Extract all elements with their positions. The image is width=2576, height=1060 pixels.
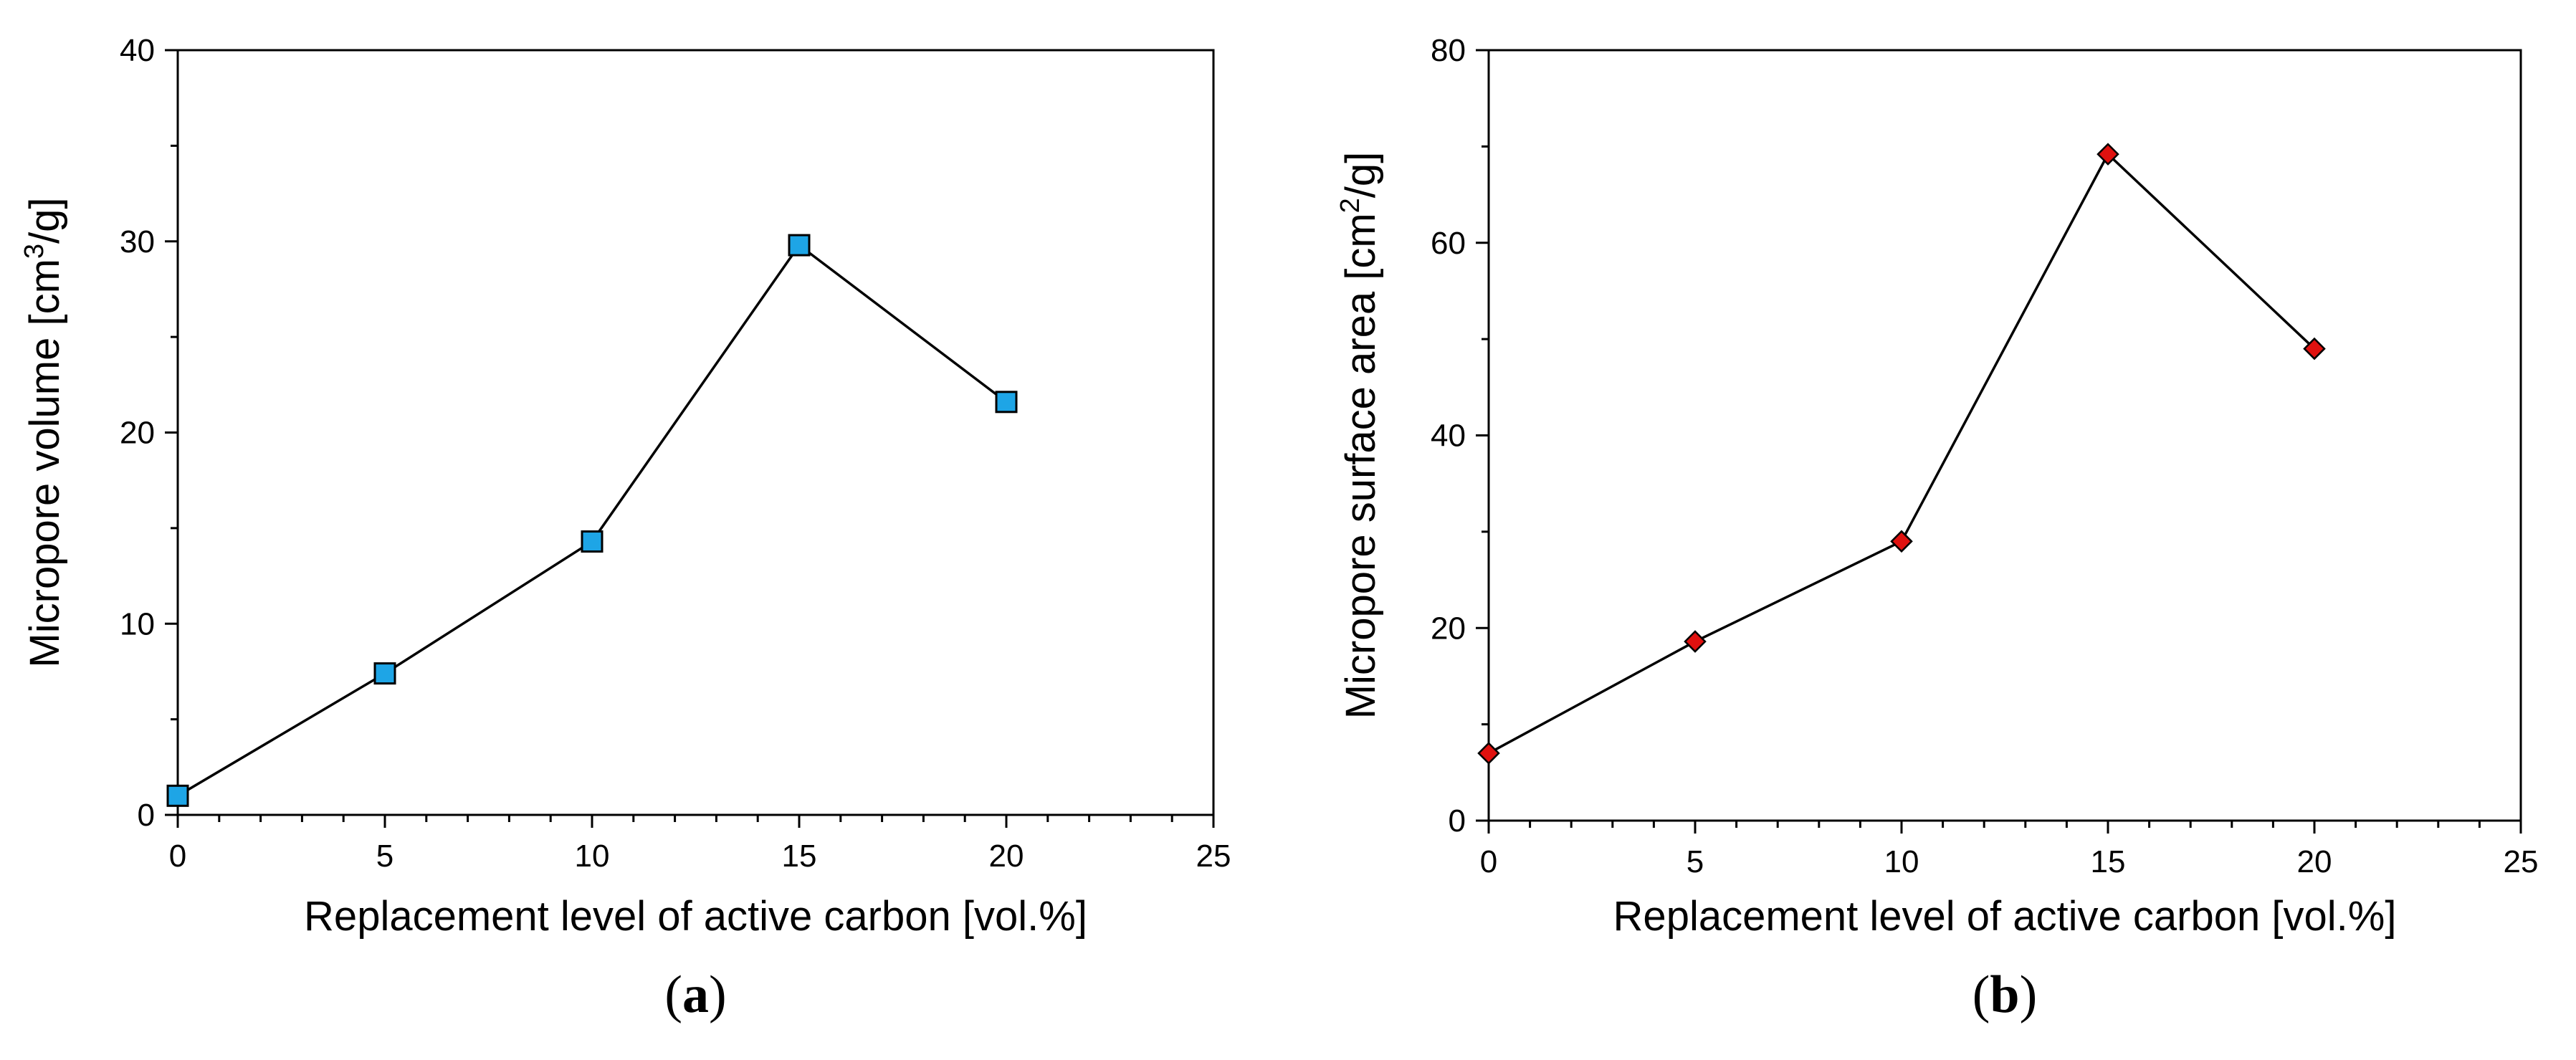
chart-b-micropore-surface-area: 0 5 10 15 20 25 0 20 40 60 80 Replacement level of …	[1335, 33, 2538, 1024]
chart-b-y-tick-label: 80	[1431, 33, 1466, 68]
chart-a-x-tick-label: 0	[169, 839, 186, 874]
chart-a-data-point	[373, 662, 396, 685]
chart-a-y-axis-title-superscript: 3	[19, 244, 49, 259]
chart-a-y-tick-label: 10	[120, 606, 155, 641]
chart-a-y-axis-title-suffix: /g]	[22, 197, 68, 244]
chart-b-x-tick-label: 20	[2297, 844, 2332, 879]
chart-b-y-tick-label: 0	[1449, 803, 1466, 839]
chart-b-data-point	[1477, 742, 1500, 765]
chart-b-y-axis-title-suffix: /g]	[1337, 152, 1384, 199]
chart-a-x-axis-title: Replacement level of active carbon [vol.…	[304, 893, 1087, 940]
chart-a-panel-label: (a)	[664, 965, 726, 1024]
chart-b-x-tick-label: 10	[1884, 844, 1919, 879]
chart-b-plot-frame	[1487, 49, 2522, 822]
chart-b-x-tick-label: 0	[1480, 844, 1497, 879]
chart-b-x-tick-label: 15	[2091, 844, 2126, 879]
chart-b-y-tick-label: 60	[1431, 226, 1466, 261]
chart-a-panel-label-open: (	[664, 965, 682, 1024]
chart-b-x-tick-label: 5	[1687, 844, 1704, 879]
chart-a-series-line	[177, 243, 1008, 797]
chart-a-micropore-volume: 0 5 10 15 20 25 0 10 20 30 40 Replacement level of …	[19, 33, 1231, 1024]
chart-a-panel-label-close: )	[709, 965, 727, 1024]
chart-a-plot-frame	[176, 49, 1215, 816]
chart-b-x-axis-title: Replacement level of active carbon [vol.…	[1613, 893, 2397, 940]
chart-a-data-point	[581, 530, 604, 553]
chart-b-y-tick-label: 20	[1431, 611, 1466, 646]
chart-a-y-axis-title-prefix: Micropore volume [cm	[22, 259, 68, 667]
chart-a-data-point	[166, 784, 189, 807]
chart-a-x-tick-label: 5	[376, 839, 393, 874]
chart-b-y-axis-title-prefix: Micropore surface area [cm	[1337, 213, 1384, 719]
chart-b-panel-label-open: (	[1972, 965, 1990, 1024]
chart-b-data-point	[1890, 530, 1913, 553]
chart-a-x-tick-label: 25	[1196, 839, 1231, 874]
chart-a-y-tick-label: 0	[138, 798, 155, 833]
chart-b-panel-label: (b)	[1972, 965, 2037, 1024]
chart-b-x-tick-label: 25	[2504, 844, 2539, 879]
chart-a-data-point	[995, 391, 1018, 414]
chart-a-x-tick-label: 20	[989, 839, 1024, 874]
chart-b-data-point	[1684, 630, 1707, 653]
chart-a-y-tick-label: 40	[120, 33, 155, 68]
chart-b-panel-label-letter: b	[1990, 965, 2019, 1024]
chart-a-y-axis-title: Micropore volume [cm3/g]	[19, 197, 68, 667]
chart-a-y-tick-label: 20	[120, 416, 155, 451]
chart-a-x-tick-label: 15	[782, 839, 817, 874]
chart-a-panel-label-letter: a	[682, 965, 709, 1024]
chart-b-series-line	[1488, 152, 2316, 755]
chart-b-data-point	[2303, 337, 2326, 361]
chart-b-panel-label-close: )	[2020, 965, 2038, 1024]
chart-a-y-tick-label: 30	[120, 224, 155, 259]
chart-a-data-point	[788, 234, 811, 257]
chart-a-x-tick-label: 10	[575, 839, 610, 874]
chart-b-y-axis-title: Micropore surface area [cm2/g]	[1335, 152, 1384, 720]
chart-b-data-point	[2096, 143, 2119, 166]
chart-b-y-axis-title-superscript: 2	[1335, 198, 1365, 213]
chart-b-y-tick-label: 40	[1431, 419, 1466, 454]
